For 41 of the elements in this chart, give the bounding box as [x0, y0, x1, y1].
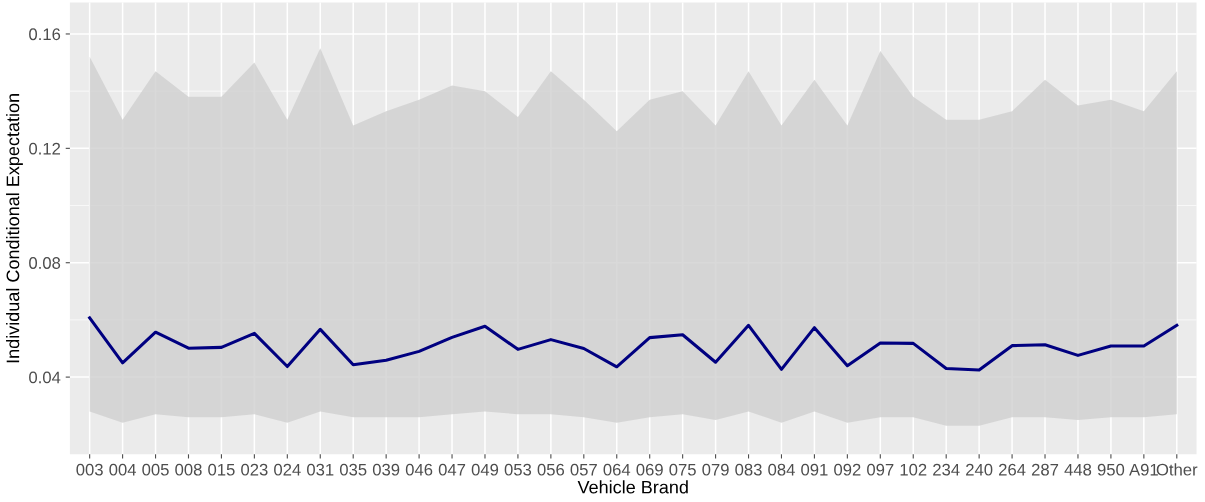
x-tick-label: 287: [1031, 463, 1059, 476]
x-tick-label: 069: [636, 463, 663, 476]
x-axis-title: Vehicle Brand: [577, 480, 688, 494]
x-tick-label: 102: [900, 463, 927, 476]
x-tick-label: 097: [867, 463, 894, 476]
x-tick-label: 005: [142, 463, 169, 476]
x-tick-label: 079: [702, 463, 729, 476]
x-tick-label: 950: [1097, 463, 1125, 476]
x-tick-label: 234: [933, 463, 960, 476]
x-tick-label: 064: [603, 463, 631, 476]
x-tick-label: A91: [1129, 463, 1158, 476]
x-tick-label: 049: [471, 463, 499, 476]
x-tick-label: Other: [1156, 463, 1198, 476]
x-tick-label: 047: [438, 463, 466, 476]
x-tick-label: 056: [537, 463, 565, 476]
x-tick-label: 075: [669, 463, 696, 476]
x-tick-label: 084: [768, 463, 795, 476]
x-tick-label: 083: [735, 463, 762, 476]
x-tick-label: 031: [307, 463, 334, 476]
x-tick-label: 003: [76, 463, 103, 476]
x-tick-label: 039: [372, 463, 400, 476]
y-axis-title: Individual Conditional Expectation: [6, 94, 23, 363]
x-tick-label: 015: [208, 463, 235, 476]
y-tick-label: 0.16: [29, 28, 61, 41]
y-tick-label: 0.12: [29, 142, 61, 155]
x-tick-label: 023: [241, 463, 268, 476]
x-tick-label: 057: [570, 463, 597, 476]
x-tick-label: 046: [405, 463, 433, 476]
x-tick-label: 024: [274, 463, 301, 476]
x-tick-label: 008: [175, 463, 202, 476]
x-tick-label: 004: [109, 463, 137, 476]
x-tick-label: 240: [966, 463, 993, 476]
line-series: [88, 316, 1179, 372]
x-tick-label: 264: [999, 463, 1026, 476]
x-tick-label: 035: [339, 463, 367, 476]
y-tick-label: 0.04: [29, 371, 61, 384]
x-tick-label: 053: [504, 463, 532, 476]
x-tick-label: 448: [1064, 463, 1092, 476]
x-tick-label: 092: [834, 463, 861, 476]
y-tick-label: 0.08: [29, 257, 61, 269]
x-tick-label: 091: [801, 463, 828, 476]
